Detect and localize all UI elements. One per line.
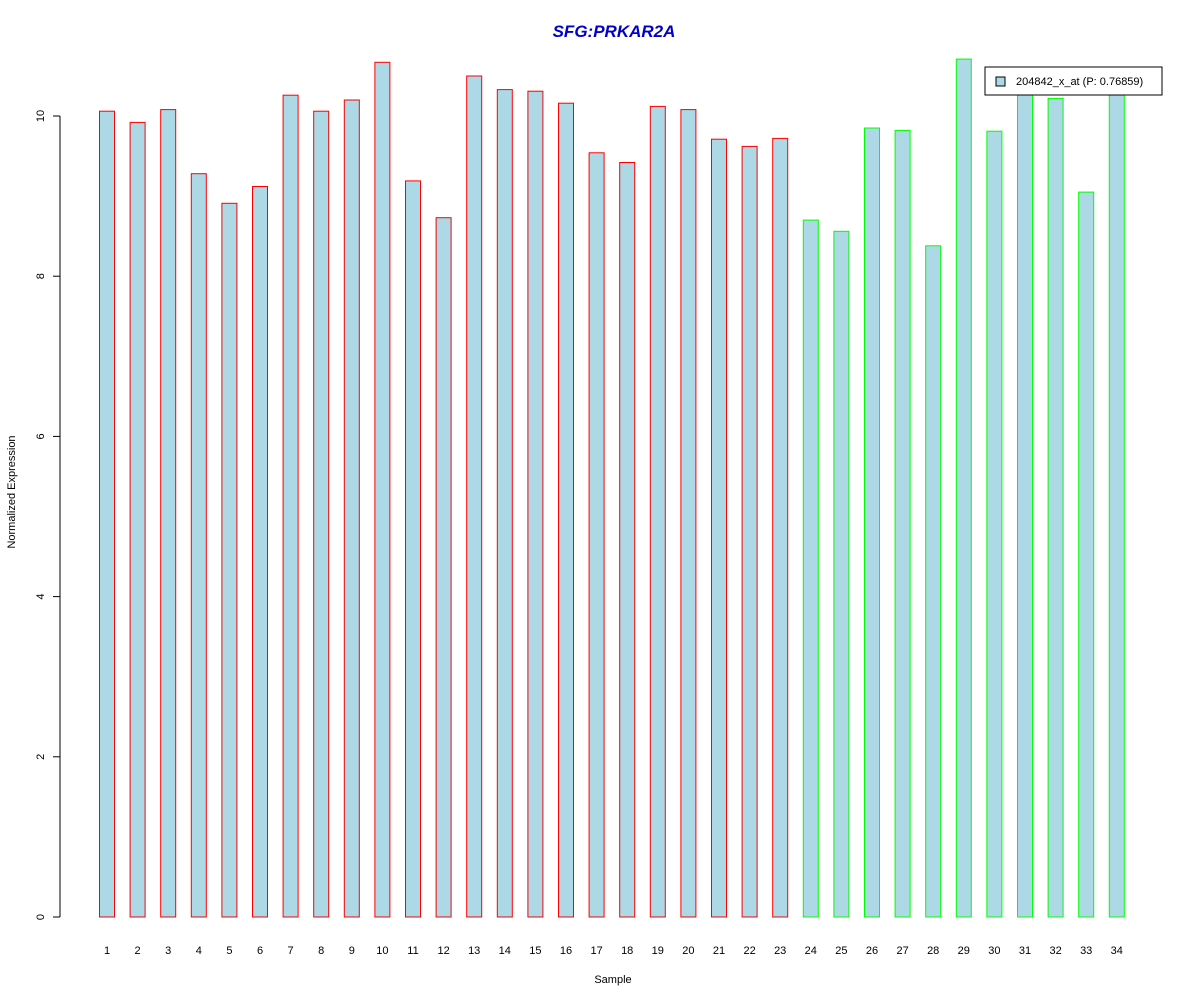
bar-4 (190, 173, 207, 918)
chart-title: SFG:PRKAR2A (553, 22, 676, 41)
bar-9 (343, 99, 360, 918)
x-tick-label: 9 (349, 945, 355, 957)
x-tick-label: 31 (1019, 945, 1031, 957)
x-tick-label: 12 (437, 945, 449, 957)
y-tick-label: 2 (35, 754, 47, 760)
x-tick-label: 29 (958, 945, 970, 957)
bar-14 (496, 89, 513, 918)
bar-18 (619, 162, 636, 918)
bar-33 (1078, 191, 1095, 918)
x-tick-label: 22 (743, 945, 755, 957)
y-tick-label: 4 (35, 594, 47, 600)
x-tick-label: 16 (560, 945, 572, 957)
x-tick-label: 1 (104, 945, 110, 957)
bar-17 (588, 152, 605, 918)
bar-30 (986, 130, 1003, 918)
bar-28 (925, 245, 942, 918)
bar-19 (649, 105, 666, 918)
x-tick-label: 34 (1111, 945, 1123, 957)
bar-13 (466, 75, 483, 918)
legend: 204842_x_at (P: 0.76859) (984, 66, 1163, 96)
y-tick-label: 0 (35, 914, 47, 920)
x-ticks-group: 1 2 3 4 5 6 7 8 9 10 11 12 13 14 15 16 17 18 19 20 21 22 23 24 2… (104, 945, 1123, 957)
x-tick-label: 25 (835, 945, 847, 957)
x-tick-label: 4 (196, 945, 202, 957)
x-tick-label: 8 (318, 945, 324, 957)
bar-27 (894, 129, 911, 918)
bar-8 (313, 110, 330, 918)
legend-swatch (995, 76, 1006, 87)
x-tick-label: 6 (257, 945, 263, 957)
x-tick-label: 20 (682, 945, 694, 957)
bar-10 (374, 61, 391, 918)
bar-7 (282, 94, 299, 918)
bar-32 (1047, 97, 1064, 918)
x-tick-label: 27 (896, 945, 908, 957)
bar-23 (772, 137, 789, 918)
bar-12 (435, 217, 452, 918)
bar-1 (99, 110, 115, 918)
x-tick-label: 28 (927, 945, 939, 957)
bar-34 (1108, 91, 1125, 918)
bar-31 (1017, 91, 1033, 918)
bar-6 (252, 186, 268, 918)
y-tick-label: 8 (35, 273, 47, 279)
y-axis-label: Normalized Expression (6, 435, 18, 548)
y-ticks-group: 0 2 4 6 8 10 (35, 110, 60, 920)
bar-3 (160, 109, 177, 918)
y-tick-label: 10 (35, 110, 47, 122)
x-tick-label: 19 (652, 945, 664, 957)
bar-2 (129, 121, 146, 918)
bar-22 (741, 145, 758, 918)
x-tick-label: 30 (988, 945, 1000, 957)
x-tick-label: 23 (774, 945, 786, 957)
x-tick-label: 2 (135, 945, 141, 957)
x-tick-label: 24 (805, 945, 817, 957)
x-tick-label: 32 (1049, 945, 1061, 957)
y-tick-label: 6 (35, 433, 47, 439)
x-tick-label: 18 (621, 945, 633, 957)
bar-16 (558, 102, 574, 918)
bar-15 (527, 90, 544, 918)
x-tick-label: 14 (499, 945, 511, 957)
bar-5 (221, 202, 238, 918)
x-tick-label: 26 (866, 945, 878, 957)
bar-24 (802, 219, 819, 918)
x-axis-label: Sample (594, 974, 631, 986)
x-tick-label: 17 (590, 945, 602, 957)
legend-box (984, 66, 1163, 96)
x-tick-label: 5 (226, 945, 232, 957)
x-tick-label: 7 (288, 945, 294, 957)
bar-29 (955, 58, 972, 918)
bar-20 (680, 109, 697, 918)
bar-26 (864, 127, 880, 918)
legend-label: 204842_x_at (P: 0.76859) (1016, 76, 1143, 88)
x-tick-label: 15 (529, 945, 541, 957)
bar-25 (833, 230, 850, 918)
x-tick-label: 10 (376, 945, 388, 957)
x-tick-label: 21 (713, 945, 725, 957)
bars-group (99, 58, 1125, 918)
x-tick-label: 11 (407, 945, 418, 957)
x-tick-label: 13 (468, 945, 480, 957)
bar-11 (405, 180, 421, 918)
x-tick-label: 33 (1080, 945, 1092, 957)
x-tick-label: 3 (165, 945, 171, 957)
bar-21 (711, 138, 727, 918)
